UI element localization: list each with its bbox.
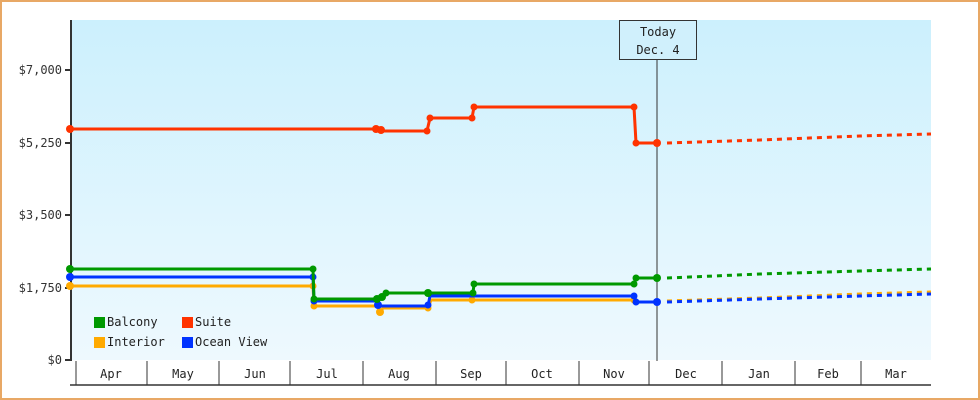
x-tick-label: Dec [675, 367, 697, 381]
y-tick-label: $5,250 [19, 136, 62, 150]
legend-item-suite[interactable]: Suite [182, 314, 292, 330]
legend-swatch-icon [94, 336, 105, 348]
x-tick-label: Jun [244, 367, 266, 381]
x-tick-label: Mar [885, 367, 907, 381]
legend-swatch-icon [182, 316, 193, 328]
x-axis [70, 361, 931, 386]
x-tick-label: Jul [316, 367, 338, 381]
today-label: Today [639, 25, 677, 39]
data-points [66, 103, 661, 147]
data-points [66, 265, 661, 303]
legend-label: Interior [107, 335, 165, 349]
y-tick-label: $3,500 [19, 208, 62, 222]
x-tick-label: Nov [603, 367, 625, 381]
legend-label: Ocean View [195, 335, 268, 349]
y-tick-label: $1,750 [19, 281, 62, 295]
legend-label: Suite [195, 315, 232, 329]
x-tick-label: Aug [388, 367, 410, 381]
x-tick-label: May [172, 367, 194, 381]
legend-swatch-icon [94, 316, 105, 328]
series-balcony [66, 265, 932, 303]
y-ticks [65, 69, 71, 361]
legend-swatch-icon [182, 336, 193, 348]
x-tick-label: Feb [817, 367, 839, 381]
x-tick-label: Sep [460, 367, 482, 381]
series-suite [66, 103, 932, 147]
today-date: Dec. 4 [636, 43, 680, 57]
legend-item-balcony[interactable]: Balcony [94, 314, 182, 330]
y-tick-label: $0 [48, 353, 62, 367]
legend-item-ocean-view[interactable]: Ocean View [182, 334, 292, 350]
x-tick-label: Jan [748, 367, 770, 381]
legend: Balcony Suite Interior Ocean View [94, 314, 292, 350]
legend-label: Balcony [107, 315, 158, 329]
today-marker: Today Dec. 4 [619, 20, 697, 60]
legend-item-interior[interactable]: Interior [94, 334, 182, 350]
y-tick-label: $7,000 [19, 63, 62, 77]
x-tick-label: Oct [531, 367, 553, 381]
plot-area [72, 20, 931, 360]
x-tick-label: Apr [100, 367, 122, 381]
